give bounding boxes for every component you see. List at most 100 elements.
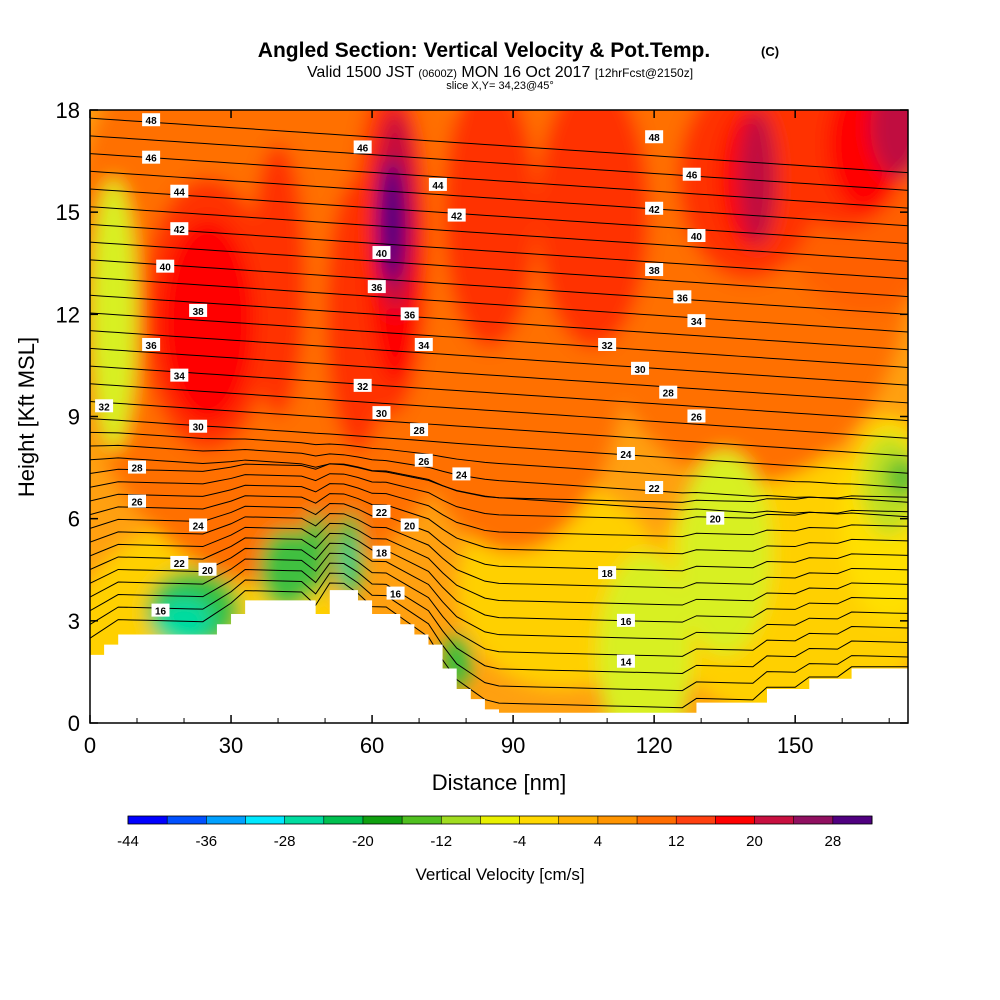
- isentrope-line: [90, 562, 908, 674]
- x-tick-label: 120: [636, 733, 673, 758]
- svg-text:46: 46: [146, 154, 158, 165]
- svg-text:30: 30: [376, 409, 388, 420]
- isentrope-line: [90, 117, 908, 174]
- contour-label: 30: [189, 419, 208, 434]
- contour-label: 26: [687, 409, 706, 424]
- svg-text:16: 16: [390, 590, 402, 601]
- y-tick-label: 6: [68, 507, 80, 532]
- contour-label: 36: [673, 290, 692, 304]
- isentrope-line: [90, 444, 908, 503]
- chart-title: Angled Section: Vertical Velocity & Pot.…: [258, 39, 710, 62]
- subtitle-forecast: [12hrFcst@2150z]: [595, 66, 693, 80]
- contour-label: 16: [386, 586, 405, 601]
- title-mark: (C): [761, 44, 779, 59]
- isentrope-line: [90, 330, 908, 386]
- contour-label: 48: [645, 130, 664, 144]
- svg-text:34: 34: [691, 317, 703, 328]
- velocity-field: 48 46 44 42 40 38 36 34 32 30 28 26 24 22 20 16 46 44 42 40…: [90, 110, 908, 723]
- isentrope-line: [90, 401, 908, 457]
- svg-text:46: 46: [686, 171, 698, 182]
- x-tick-label: 0: [84, 733, 96, 758]
- isentrope-line: [90, 259, 908, 315]
- isentrope-line: [90, 457, 908, 518]
- svg-text:34: 34: [174, 372, 186, 383]
- contour-label: 32: [598, 337, 617, 352]
- contour-label: 38: [189, 303, 208, 318]
- svg-text:24: 24: [620, 450, 632, 461]
- contour-label: 20: [198, 562, 217, 577]
- svg-text:28: 28: [663, 389, 675, 400]
- y-tick-label: 9: [68, 405, 80, 430]
- colorbar-tick-label: -36: [195, 833, 217, 850]
- colorbar-swatch: [402, 816, 442, 824]
- svg-text:20: 20: [202, 566, 214, 577]
- contour-label: 14: [616, 654, 635, 669]
- contour-label: 44: [428, 177, 447, 192]
- colorbar-swatch: [245, 816, 286, 824]
- contour-label: 24: [189, 518, 208, 532]
- slice-text: slice X,Y= 34,23@45°: [446, 80, 554, 92]
- isentrope-line: [90, 170, 908, 227]
- isentrope-line: [90, 542, 908, 640]
- chart-subtitle: Valid 1500 JST (0600Z) MON 16 Oct 2017 […: [307, 64, 693, 81]
- svg-text:38: 38: [649, 266, 661, 277]
- svg-text:26: 26: [131, 498, 143, 509]
- svg-text:30: 30: [193, 423, 205, 434]
- contour-label: 42: [447, 208, 466, 223]
- contour-label: 34: [170, 368, 189, 383]
- svg-text:14: 14: [620, 658, 632, 669]
- colorbar-swatch: [637, 816, 677, 824]
- x-tick-label: 150: [777, 733, 814, 758]
- contour-label: 42: [170, 222, 189, 236]
- isentrope-line: [90, 383, 908, 439]
- svg-text:32: 32: [602, 341, 614, 352]
- isentrope-line: [90, 552, 908, 657]
- isentrope-line: [90, 153, 908, 209]
- y-tick-label: 0: [68, 711, 80, 736]
- contour-label: 46: [682, 167, 701, 182]
- colorbar-swatch: [167, 816, 207, 824]
- svg-text:22: 22: [649, 484, 661, 495]
- isentrope-line: [90, 347, 908, 404]
- contour-label: 18: [598, 566, 617, 580]
- colorbar-swatch: [597, 816, 638, 824]
- subtitle-utc: (0600Z): [418, 68, 457, 80]
- isentrope-line: [90, 503, 908, 572]
- isentrope-line: [90, 223, 908, 280]
- contour-label: 40: [687, 229, 706, 243]
- contour-label: 38: [645, 263, 664, 277]
- isentrope-line: [90, 572, 908, 692]
- colorbar-tick-label: 20: [746, 833, 763, 850]
- svg-text:16: 16: [155, 607, 167, 618]
- colorbar-tick-label: -20: [352, 833, 374, 850]
- y-axis-label: Height [Kft MSL]: [14, 337, 39, 497]
- isentrope-line: [90, 493, 908, 555]
- contour-label: 22: [372, 504, 391, 519]
- svg-text:32: 32: [357, 382, 369, 393]
- svg-text:36: 36: [404, 310, 416, 321]
- subtitle-date: MON 16 Oct 2017: [461, 64, 590, 81]
- contour-label: 24: [452, 467, 471, 481]
- isentrope-line: [90, 206, 908, 262]
- svg-text:32: 32: [99, 402, 111, 413]
- isentrope-line: [90, 365, 908, 422]
- isentrope-line: [90, 188, 908, 244]
- contour-label: 42: [645, 201, 664, 216]
- svg-text:22: 22: [174, 559, 186, 570]
- contour-label: 34: [687, 314, 706, 328]
- velocity-shade: [677, 450, 772, 655]
- contour-label: 28: [128, 460, 147, 475]
- colorbar-swatch: [441, 816, 481, 824]
- velocity-shade: [376, 161, 405, 284]
- colorbar-swatch: [362, 816, 403, 824]
- colorbar-tick-label: -28: [274, 833, 296, 850]
- svg-text:30: 30: [634, 365, 646, 376]
- contour-label: 26: [128, 494, 147, 509]
- contour-label: 30: [372, 406, 391, 420]
- x-tick-label: 30: [219, 733, 243, 758]
- svg-text:38: 38: [193, 307, 205, 318]
- colorbar-swatch: [676, 816, 716, 824]
- x-tick-label: 60: [360, 733, 384, 758]
- svg-text:28: 28: [414, 426, 426, 437]
